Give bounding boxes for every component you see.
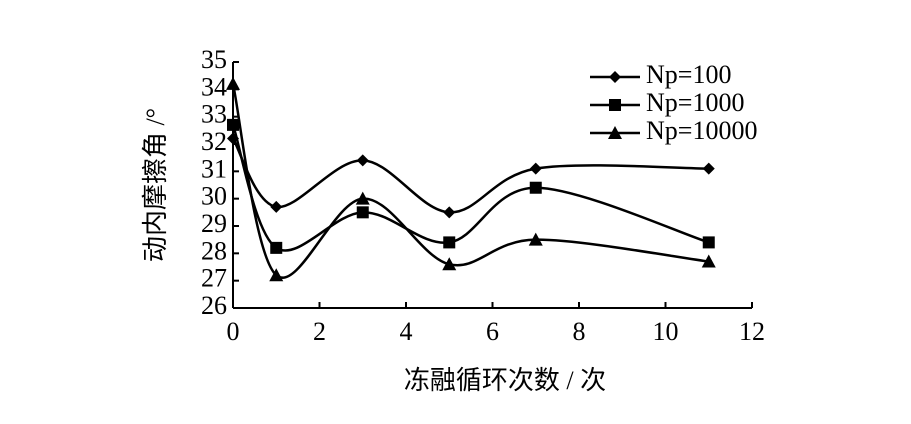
legend-marker (609, 99, 621, 111)
legend-marker (608, 126, 622, 139)
x-tick-label: 12 (739, 317, 765, 346)
data-point (528, 232, 543, 246)
y-tick-label: 32 (201, 127, 227, 156)
y-tick-label: 31 (201, 154, 227, 183)
data-point (702, 236, 715, 249)
series-line (231, 83, 709, 279)
x-tick-label: 10 (653, 317, 679, 346)
data-point (270, 241, 283, 254)
data-point (443, 206, 456, 219)
data-point (443, 236, 456, 249)
legend-label: Np=10000 (646, 116, 757, 145)
x-tick-label: 4 (400, 317, 413, 346)
legend-label: Np=1000 (646, 88, 744, 117)
data-point (226, 76, 240, 90)
y-tick-label: 34 (201, 72, 227, 101)
x-tick-label: 2 (313, 317, 326, 346)
data-point (442, 257, 457, 271)
y-tick-label: 33 (201, 100, 227, 129)
data-point (269, 268, 284, 282)
x-tick-label: 0 (227, 317, 240, 346)
y-axis-label: 动内摩擦角 /° (141, 108, 170, 262)
y-tick-label: 27 (201, 264, 227, 293)
data-point (529, 162, 542, 175)
series-line (231, 124, 710, 252)
data-point (701, 254, 716, 268)
x-tick-label: 8 (573, 317, 586, 346)
x-axis-label: 冻融循环次数 / 次 (404, 366, 606, 395)
data-point (227, 118, 239, 131)
data-point (529, 181, 542, 194)
x-tick-label: 6 (486, 317, 499, 346)
data-point (356, 154, 369, 167)
legend-marker (609, 71, 621, 83)
y-tick-label: 26 (201, 291, 227, 320)
y-tick-label: 28 (201, 236, 227, 265)
y-tick-label: 35 (201, 45, 227, 74)
legend-label: Np=100 (646, 60, 731, 89)
data-point (355, 191, 370, 205)
y-tick-label: 30 (201, 182, 227, 211)
series-line (231, 137, 709, 214)
y-tick-label: 29 (201, 209, 227, 238)
data-point (270, 200, 283, 213)
data-point (356, 206, 369, 219)
data-point (702, 162, 715, 175)
